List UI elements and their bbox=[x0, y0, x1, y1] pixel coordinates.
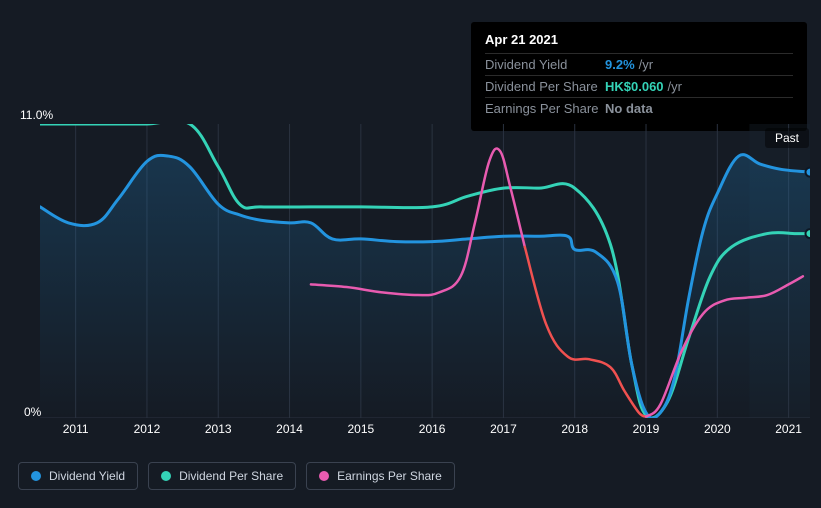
x-tick-label: 2019 bbox=[633, 422, 660, 436]
tooltip-value: No data bbox=[605, 101, 657, 116]
legend-swatch bbox=[31, 471, 41, 481]
chart-legend: Dividend Yield Dividend Per Share Earnin… bbox=[18, 462, 455, 490]
x-tick-label: 2018 bbox=[561, 422, 588, 436]
x-tick-label: 2020 bbox=[704, 422, 731, 436]
x-tick-label: 2014 bbox=[276, 422, 303, 436]
tooltip-label: Earnings Per Share bbox=[485, 101, 605, 116]
x-tick-label: 2015 bbox=[347, 422, 374, 436]
legend-swatch bbox=[161, 471, 171, 481]
legend-label: Dividend Per Share bbox=[179, 469, 283, 483]
legend-swatch bbox=[319, 471, 329, 481]
tooltip-date: Apr 21 2021 bbox=[485, 32, 793, 47]
legend-item-earnings-per-share[interactable]: Earnings Per Share bbox=[306, 462, 455, 490]
x-tick-label: 2011 bbox=[63, 422, 89, 436]
tooltip-value: HK$0.060 /yr bbox=[605, 79, 682, 94]
tooltip-value: 9.2% /yr bbox=[605, 57, 653, 72]
tooltip-label: Dividend Yield bbox=[485, 57, 605, 72]
tooltip-label: Dividend Per Share bbox=[485, 79, 605, 94]
legend-label: Earnings Per Share bbox=[337, 469, 442, 483]
x-tick-label: 2016 bbox=[419, 422, 446, 436]
past-badge: Past bbox=[765, 128, 809, 148]
tooltip-row: Dividend Yield 9.2% /yr bbox=[485, 53, 793, 75]
tooltip-row: Dividend Per Share HK$0.060 /yr bbox=[485, 75, 793, 97]
legend-label: Dividend Yield bbox=[49, 469, 125, 483]
y-axis-max-label: 11.0% bbox=[20, 108, 53, 122]
x-axis: 2011 2012 2013 2014 2015 2016 2017 2018 2019 2020… bbox=[40, 422, 810, 442]
legend-item-dividend-per-share[interactable]: Dividend Per Share bbox=[148, 462, 296, 490]
tooltip-row: Earnings Per Share No data bbox=[485, 97, 793, 119]
y-axis-min-label: 0% bbox=[24, 405, 41, 419]
line-chart bbox=[40, 124, 810, 418]
x-tick-label: 2013 bbox=[205, 422, 232, 436]
x-tick-label: 2017 bbox=[490, 422, 517, 436]
chart-tooltip: Apr 21 2021 Dividend Yield 9.2% /yr Divi… bbox=[471, 22, 807, 131]
x-tick-label: 2021 bbox=[775, 422, 802, 436]
legend-item-dividend-yield[interactable]: Dividend Yield bbox=[18, 462, 138, 490]
x-tick-label: 2012 bbox=[134, 422, 161, 436]
